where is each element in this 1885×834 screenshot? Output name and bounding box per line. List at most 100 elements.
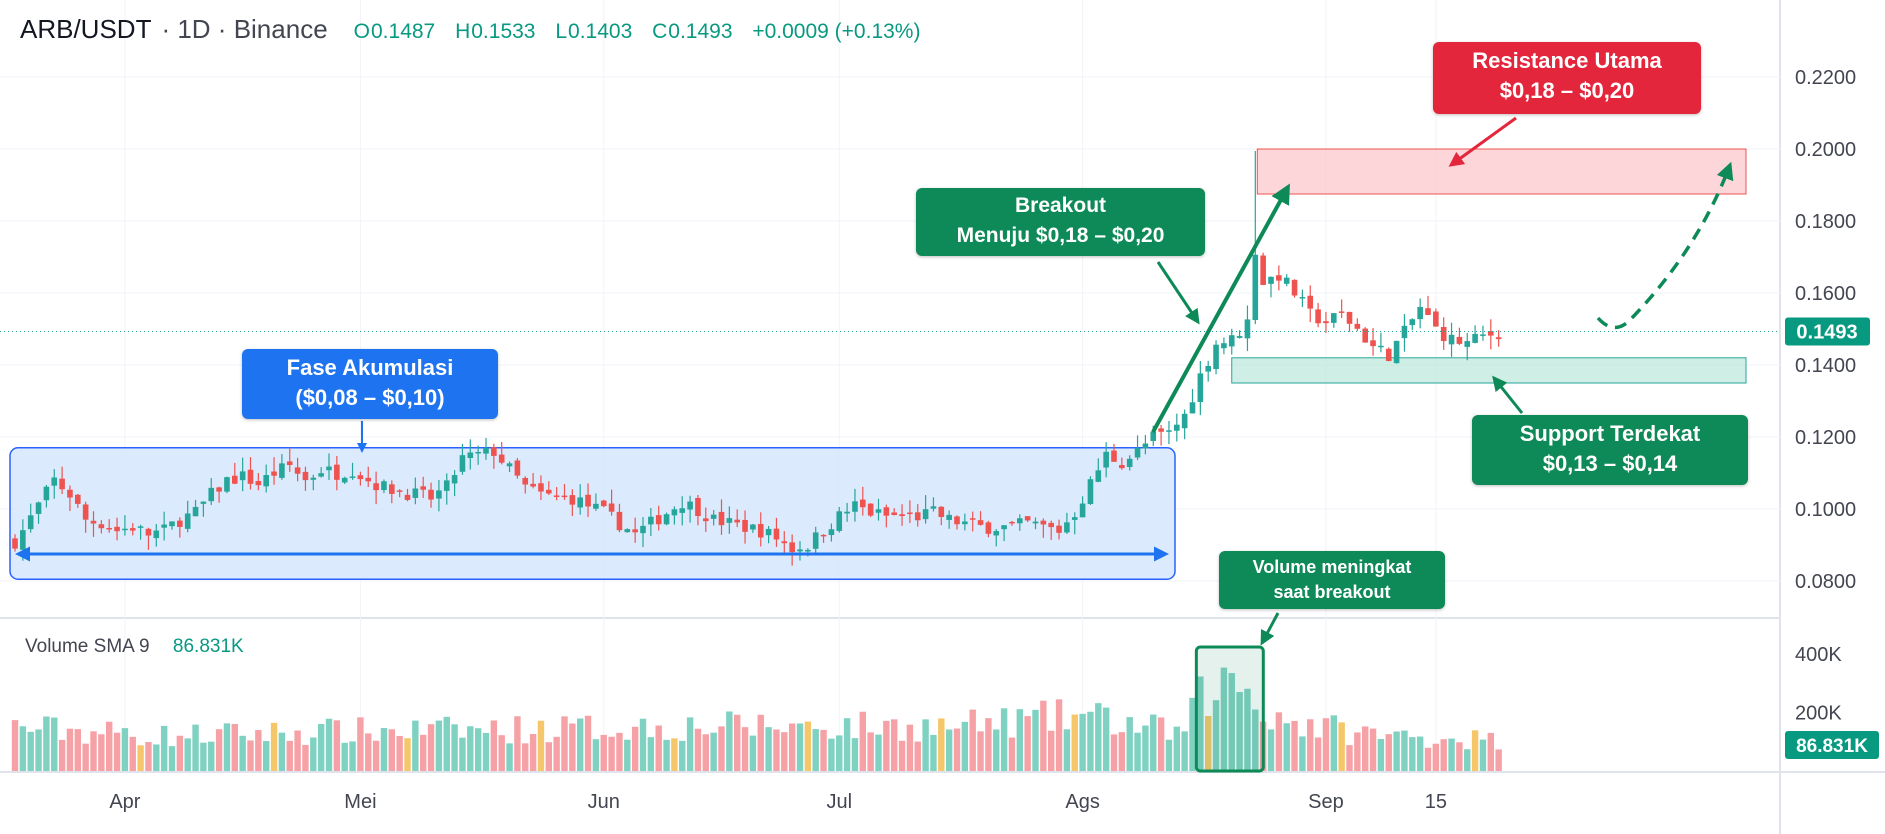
candle-body xyxy=(1126,458,1133,468)
candle-body xyxy=(1119,465,1125,469)
volume-highlight-box xyxy=(1194,645,1265,773)
volume-bar xyxy=(1000,708,1008,771)
candle-body xyxy=(1032,521,1039,524)
volume-bar xyxy=(828,738,835,771)
candle-body xyxy=(1464,341,1471,347)
candle-body xyxy=(1064,522,1070,533)
candle-body xyxy=(1134,447,1141,458)
volume-bar xyxy=(1440,739,1447,771)
volume-bar xyxy=(514,716,521,771)
candles xyxy=(12,151,1502,566)
volume-bar xyxy=(686,717,694,771)
candle-body xyxy=(467,452,474,459)
volume-bar xyxy=(1079,713,1086,771)
volume-bar xyxy=(836,735,843,771)
candle-body xyxy=(867,503,874,516)
candle-body xyxy=(773,528,780,540)
volume-bar xyxy=(993,729,1000,771)
time-tick-label: Apr xyxy=(109,791,140,813)
volume-bar xyxy=(851,738,859,771)
candle-body xyxy=(969,518,976,520)
candle-body xyxy=(443,480,450,491)
high-value: 0.1533 xyxy=(471,20,536,43)
change-value: +0.0009 (+0.13%) xyxy=(752,20,921,43)
annotation-resistance-title: Resistance Utama xyxy=(1472,48,1662,73)
candle-body xyxy=(977,520,984,525)
volume-bar xyxy=(1354,732,1361,771)
candle-body xyxy=(1009,521,1015,524)
volume-bar xyxy=(749,735,757,771)
candle-body xyxy=(1385,348,1392,361)
candle-body xyxy=(326,466,332,471)
volume-bar xyxy=(859,711,866,771)
candle-body xyxy=(553,495,560,497)
candle-body xyxy=(1150,431,1157,441)
volume-bar xyxy=(270,722,278,771)
volume-bar xyxy=(1393,731,1400,771)
close-key: C xyxy=(652,20,668,43)
volume-bar xyxy=(1283,723,1290,771)
volume-value: 86.831K xyxy=(172,636,244,657)
volume-bars xyxy=(11,667,1502,771)
candle-body xyxy=(1244,319,1251,339)
candle-body xyxy=(1378,345,1384,348)
price-tick-label: 0.1000 xyxy=(1795,499,1856,521)
volume-bar xyxy=(121,728,129,771)
candle-body xyxy=(828,529,835,536)
volume-bar xyxy=(1016,709,1023,771)
volume-bar xyxy=(796,723,804,771)
volume-bar xyxy=(1220,667,1228,771)
price-tick-label: 0.1600 xyxy=(1795,283,1856,305)
volume-bar xyxy=(584,715,592,771)
volume-bar xyxy=(592,739,600,771)
volume-bar xyxy=(1377,738,1385,771)
candle-body xyxy=(1433,311,1439,327)
volume-bar xyxy=(631,726,639,771)
candle-body xyxy=(216,487,222,492)
volume-bar xyxy=(482,732,490,771)
volume-bar xyxy=(43,716,50,771)
candle-body xyxy=(703,518,709,522)
volume-bar xyxy=(106,721,113,771)
volume-bar xyxy=(1150,714,1157,771)
candle-body xyxy=(1370,340,1376,347)
volume-bar xyxy=(388,729,395,771)
volume-bar xyxy=(577,718,584,771)
candle-body xyxy=(899,514,905,516)
low-key: L xyxy=(555,20,568,43)
candle-body xyxy=(1495,337,1502,340)
volume-bar xyxy=(302,744,309,771)
candle-body xyxy=(459,455,466,472)
candle-body xyxy=(514,460,521,476)
volume-bar xyxy=(137,745,144,771)
volume-bar xyxy=(113,732,121,771)
volume-bar xyxy=(985,718,992,771)
volume-bar xyxy=(1126,717,1133,771)
volume-bar xyxy=(553,736,560,771)
candle-body xyxy=(765,528,772,536)
volume-bar xyxy=(1008,737,1016,771)
candle-body xyxy=(1307,295,1314,309)
candle-body xyxy=(82,504,89,520)
close-value: 0.1493 xyxy=(668,20,733,43)
candle-body xyxy=(200,501,207,504)
annotation-accumulation: Fase Akumulasi ($0,08 – $0,10) xyxy=(242,349,498,419)
volume-bar xyxy=(1369,728,1377,771)
volume-bar xyxy=(1464,749,1471,771)
volume-bar xyxy=(741,727,749,771)
symbol-name[interactable]: ARB/USDT xyxy=(20,14,152,44)
candle-body xyxy=(1001,525,1007,530)
candle-body xyxy=(271,471,277,476)
volume-bar xyxy=(435,720,443,771)
candle-body xyxy=(396,490,403,492)
candle-body xyxy=(106,527,112,530)
candle-body xyxy=(1197,373,1204,402)
volume-bar xyxy=(1424,747,1432,771)
candle-body xyxy=(1472,333,1478,343)
candle-body xyxy=(1331,313,1337,323)
candle-body xyxy=(1488,331,1494,336)
candle-body xyxy=(20,530,26,550)
annotation-accumulation-title: Fase Akumulasi xyxy=(286,355,454,380)
volume-bar xyxy=(357,717,364,771)
volume-bar xyxy=(349,741,356,771)
